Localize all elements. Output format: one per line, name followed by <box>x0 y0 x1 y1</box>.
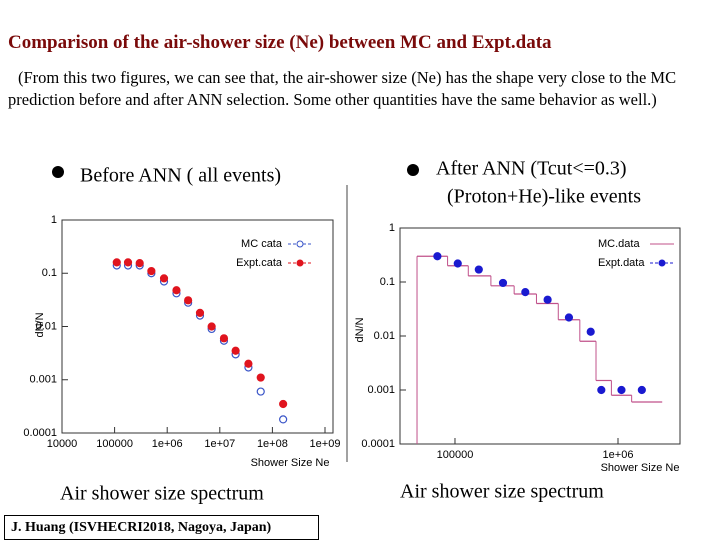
data-point <box>244 359 253 368</box>
left-caption: Air shower size spectrum <box>60 483 264 505</box>
x-tick-label: 100000 <box>96 438 133 450</box>
data-point <box>172 286 181 295</box>
data-point <box>123 258 133 267</box>
data-point <box>256 373 265 382</box>
data-point <box>498 278 508 288</box>
data-point <box>617 385 626 395</box>
right-heading: After ANN (Tcut<=0.3) <box>436 158 627 180</box>
legend-label: MC.data <box>598 238 640 250</box>
y-tick-label: 0.01 <box>374 330 395 342</box>
data-point <box>159 274 169 283</box>
x-tick-label: 10000 <box>47 438 78 450</box>
legend-marker <box>658 259 666 267</box>
data-point <box>184 296 193 305</box>
footer: J. Huang (ISVHECRI2018, Nagoya, Japan) <box>4 515 319 540</box>
data-point <box>279 415 288 424</box>
data-point <box>474 265 483 274</box>
x-tick-label: 1e+06 <box>152 438 183 450</box>
data-point <box>279 399 288 409</box>
data-point <box>433 252 442 261</box>
left-heading: Before ANN ( all events) <box>80 165 281 187</box>
data-point <box>195 308 205 318</box>
x-tick-label: 1e+06 <box>603 449 634 461</box>
data-point <box>543 295 552 304</box>
plot-frame <box>61 219 334 434</box>
legend-marker <box>296 259 304 267</box>
y-axis-label: dN/N <box>34 312 46 337</box>
data-point <box>112 258 121 267</box>
y-tick-label: 0.1 <box>380 276 395 288</box>
data-point <box>597 385 606 395</box>
x-axis-label: Shower Size Ne <box>251 457 330 469</box>
data-point <box>453 259 462 268</box>
data-point <box>135 259 144 268</box>
slide-note: (From this two figures, we can see that,… <box>8 68 677 109</box>
y-axis-label: dN/N <box>354 317 366 342</box>
data-point <box>637 385 646 395</box>
data-point <box>521 288 530 297</box>
right-caption: Air shower size spectrum <box>400 481 604 503</box>
x-tick-label: 1e+09 <box>310 438 341 450</box>
legend-label: Expt.cata <box>236 257 283 269</box>
bullet <box>407 164 419 176</box>
data-point <box>207 322 216 331</box>
y-tick-label: 1 <box>389 222 395 234</box>
right-heading: (Proton+He)-like events <box>447 186 641 208</box>
y-tick-label: 0.0001 <box>23 427 57 439</box>
x-tick-label: 100000 <box>437 449 474 461</box>
data-point <box>147 266 156 276</box>
legend-marker <box>296 240 304 248</box>
x-axis-label: Shower Size Ne <box>601 462 680 474</box>
data-point <box>564 313 574 322</box>
y-tick-label: 0.001 <box>29 374 57 386</box>
data-point <box>256 387 265 396</box>
bullet <box>52 166 64 178</box>
y-tick-label: 1 <box>51 214 57 226</box>
data-point <box>231 346 240 355</box>
x-tick-label: 1e+07 <box>204 438 235 450</box>
legend-label: Expt.data <box>598 257 645 269</box>
slide-title: Comparison of the air-shower size (Ne) b… <box>8 32 552 53</box>
data-point <box>586 327 595 336</box>
y-tick-label: 0.01 <box>36 320 57 332</box>
y-tick-label: 0.001 <box>367 384 395 396</box>
x-tick-label: 1e+08 <box>257 438 288 450</box>
y-tick-label: 0.0001 <box>361 438 395 450</box>
y-tick-label: 0.1 <box>42 267 57 279</box>
data-point <box>219 334 229 343</box>
legend-label: MC cata <box>241 238 283 250</box>
